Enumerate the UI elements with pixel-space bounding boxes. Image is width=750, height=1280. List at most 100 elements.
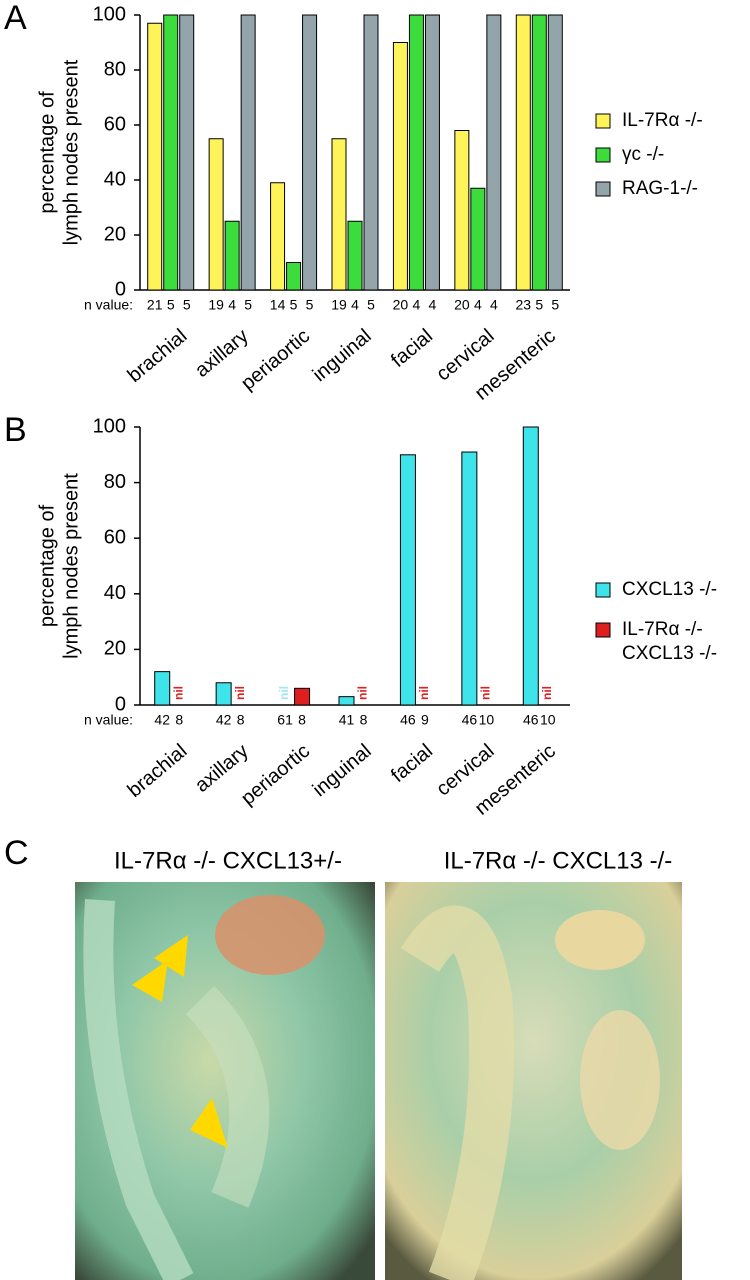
value-label: nil	[277, 686, 291, 700]
n-value: 46	[523, 712, 539, 728]
n-value: 5	[290, 297, 298, 313]
x-tick-label: facial	[387, 325, 437, 372]
bar	[302, 14, 318, 291]
y-tick-label: 20	[104, 223, 126, 245]
legend-label: CXCL13 -/-	[622, 643, 717, 664]
legend-label: γc -/-	[622, 144, 664, 165]
n-value: 5	[167, 297, 175, 313]
n-label: n value:	[84, 297, 133, 313]
bar	[424, 14, 440, 291]
x-tick-label: periaortic	[237, 740, 314, 810]
n-value: 4	[490, 297, 498, 313]
bar	[392, 42, 408, 291]
n-value: 8	[298, 712, 306, 728]
bar	[515, 14, 531, 291]
n-value: 4	[413, 297, 421, 313]
value-label: nil	[540, 686, 554, 700]
x-tick-label: inguinal	[309, 325, 376, 386]
n-value: 9	[421, 712, 429, 728]
n-value: 5	[367, 297, 375, 313]
n-value: 19	[208, 297, 224, 313]
y-tick-label: 0	[115, 278, 126, 300]
y-tick-label: 40	[104, 582, 126, 604]
panel-label: C	[4, 834, 29, 872]
n-value: 4	[429, 297, 437, 313]
n-value: 46	[462, 712, 478, 728]
n-value: 21	[147, 297, 163, 313]
bar	[408, 14, 424, 291]
bar	[454, 130, 470, 291]
bar	[154, 671, 171, 706]
y-tick-label: 80	[104, 471, 126, 493]
n-value: 23	[515, 297, 531, 313]
n-value: 5	[306, 297, 314, 313]
y-tick-label: 0	[115, 693, 126, 715]
x-tick-label: brachial	[124, 325, 192, 387]
value-label: nil	[479, 686, 493, 700]
value-label: nil	[356, 686, 370, 700]
y-axis-label: percentage of	[36, 91, 58, 214]
legend-label: CXCL13 -/-	[622, 579, 717, 600]
legend-swatch	[595, 181, 611, 197]
y-tick-label: 60	[104, 526, 126, 548]
bar	[531, 14, 547, 291]
x-tick-label: inguinal	[309, 740, 376, 801]
panel-label: B	[4, 411, 27, 449]
bar	[347, 220, 363, 291]
n-value: 61	[277, 712, 293, 728]
y-tick-label: 80	[104, 58, 126, 80]
photo	[385, 882, 682, 1280]
y-axis-label: percentage of	[36, 504, 58, 627]
x-tick-label: periaortic	[237, 325, 314, 395]
bar	[294, 687, 311, 706]
y-tick-label: 40	[104, 168, 126, 190]
legend-swatch	[595, 622, 611, 638]
y-tick-label: 100	[93, 415, 126, 437]
bar	[399, 454, 416, 706]
y-axis-label: lymph nodes present	[60, 59, 82, 245]
bar	[286, 262, 302, 291]
n-value: 5	[535, 297, 543, 313]
n-value: 20	[393, 297, 409, 313]
n-value: 10	[479, 712, 495, 728]
bar	[363, 14, 379, 291]
x-tick-label: facial	[387, 740, 437, 787]
bar	[215, 682, 232, 706]
n-value: 4	[228, 297, 236, 313]
bar	[331, 138, 347, 291]
n-value: 10	[540, 712, 556, 728]
bar	[163, 14, 179, 291]
n-value: 19	[331, 297, 347, 313]
n-value: 8	[175, 712, 183, 728]
value-label: nil	[417, 686, 431, 700]
n-value: 41	[339, 712, 355, 728]
photo	[75, 882, 375, 1280]
n-label: n value:	[84, 712, 133, 728]
n-value: 5	[244, 297, 252, 313]
n-value: 42	[216, 712, 232, 728]
n-value: 5	[551, 297, 559, 313]
legend-swatch	[595, 582, 611, 598]
n-value: 20	[454, 297, 470, 313]
y-tick-label: 20	[104, 638, 126, 660]
photo-caption: IL-7Rα -/- CXCL13+/-	[114, 847, 342, 874]
bar	[240, 14, 256, 291]
n-value: 5	[183, 297, 191, 313]
panel-label: A	[4, 0, 27, 37]
legend-label: IL-7Rα -/-	[622, 110, 703, 131]
legend-label: RAG-1-/-	[622, 178, 698, 199]
n-value: 8	[237, 712, 245, 728]
n-value: 42	[154, 712, 170, 728]
photo-caption: IL-7Rα -/- CXCL13 -/-	[444, 847, 673, 874]
value-label: nil	[233, 686, 247, 700]
y-tick-label: 100	[93, 3, 126, 25]
bar	[147, 22, 163, 291]
bar	[486, 14, 502, 291]
bar	[270, 182, 286, 291]
legend-swatch	[595, 147, 611, 163]
n-value: 14	[270, 297, 286, 313]
legend-label: IL-7Rα -/-	[622, 619, 703, 640]
bar	[224, 220, 240, 291]
